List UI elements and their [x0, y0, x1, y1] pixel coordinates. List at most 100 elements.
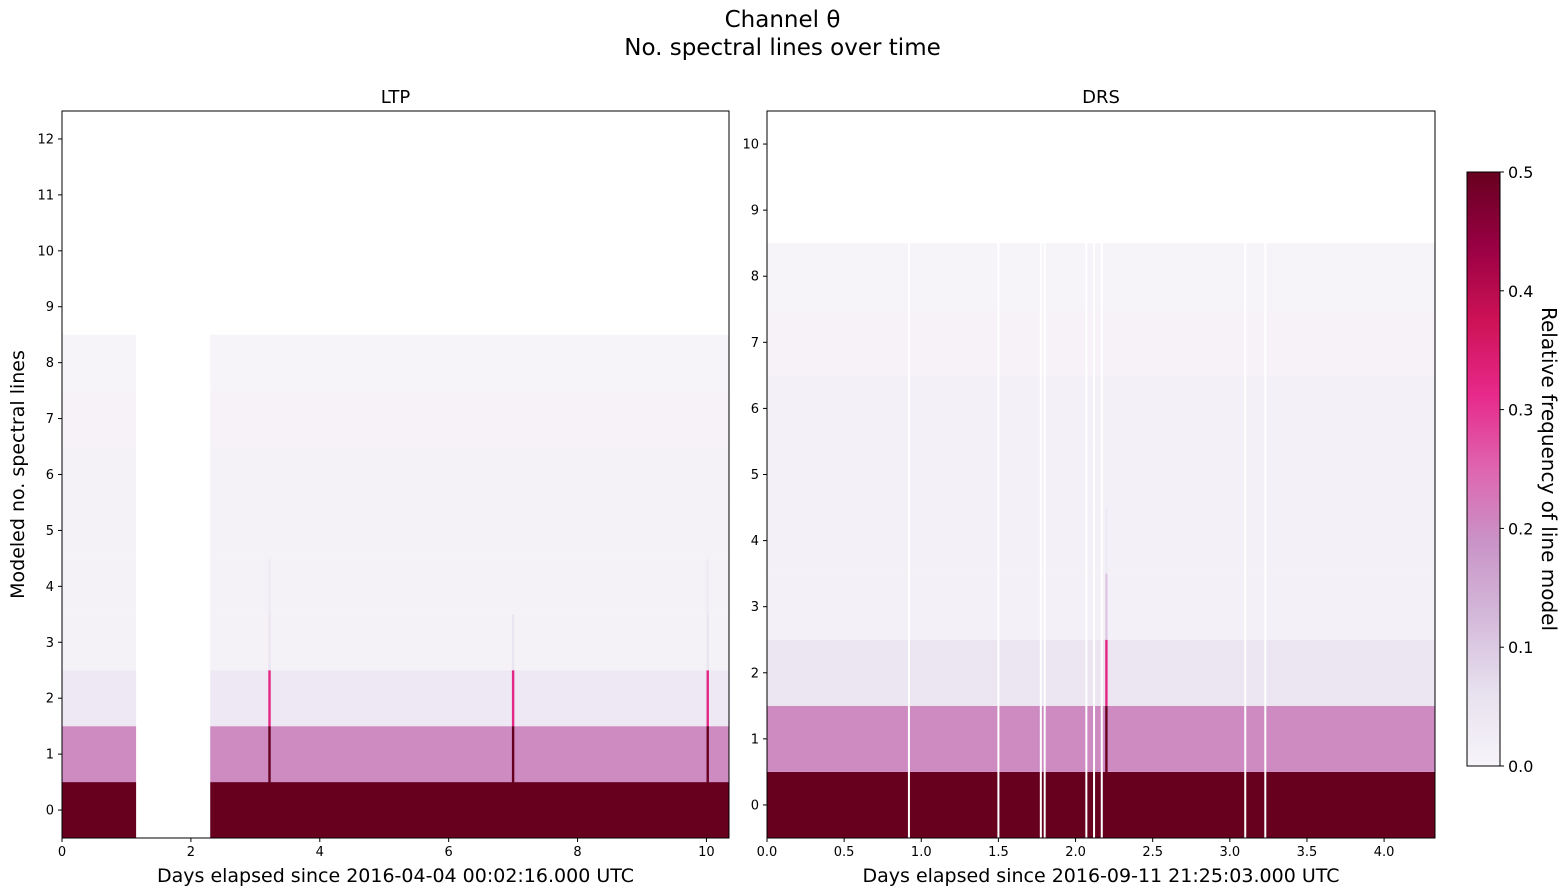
drs-gap-0: [907, 111, 910, 838]
drs-y-tick-label: 9: [751, 204, 759, 219]
ltp-heatmap-cell-row-7-seg-1: [210, 390, 729, 447]
colorbar-tick-label: 0.0: [1508, 757, 1533, 776]
colorbar-label: Relative frequency of line model: [1537, 307, 1561, 631]
ltp-spike-1-row-0: [511, 782, 515, 838]
drs-y-tick-label: 2: [751, 666, 759, 681]
ltp-heatmap-cell-row-3-seg-0: [62, 614, 137, 671]
drs-gap-7: [1244, 111, 1247, 838]
drs-gap-8: [1264, 111, 1267, 838]
colorbar-tick-label: 0.4: [1508, 282, 1533, 301]
colorbar-tick-label: 0.3: [1508, 401, 1533, 420]
drs-x-tick-label: 1.0: [911, 845, 932, 860]
ltp-x-tick-label: 8: [573, 845, 581, 860]
ltp-x-tick-label: 4: [316, 845, 324, 860]
ltp-y-tick-label: 7: [46, 412, 54, 427]
ltp-spike-0-row-4: [268, 558, 271, 615]
drs-y-tick-label: 5: [751, 468, 759, 483]
ltp-heatmap-cell-row-4-seg-1: [210, 558, 729, 615]
ltp-spike-2-row-2: [706, 670, 709, 727]
ltp-spike-2-row-1: [706, 726, 709, 783]
ltp-spike-0-row-2: [268, 670, 271, 727]
ltp-heatmap-cell-row-2-seg-1: [210, 670, 729, 727]
figure-title-line-2: No. spectral lines over time: [624, 35, 941, 61]
drs-panel-title: DRS: [1082, 87, 1120, 108]
drs-y-tick-label: 4: [751, 534, 759, 549]
ltp-spike-2-row-3: [706, 614, 709, 671]
ltp-heatmap-cell-row-6-seg-1: [210, 446, 729, 503]
drs-spike-0-row-3: [1105, 573, 1108, 640]
ltp-y-tick-label: 1: [46, 748, 54, 763]
drs-gap-4: [1085, 111, 1088, 838]
ltp-y-tick-label: 12: [37, 132, 54, 147]
ltp-y-tick-label: 11: [37, 188, 54, 203]
ltp-x-tick-label: 6: [445, 845, 453, 860]
drs-spike-0-row-2: [1105, 639, 1108, 706]
figure-title-line-1: Channel θ: [724, 7, 841, 33]
ltp-heatmap-cell-row-3-seg-1: [210, 614, 729, 671]
ltp-x-tick-label: 2: [187, 845, 195, 860]
ltp-spike-1-row-3: [511, 614, 515, 671]
ltp-x-axis-label: Days elapsed since 2016-04-04 00:02:16.0…: [157, 865, 634, 887]
drs-x-tick-label: 3.0: [1219, 845, 1240, 860]
ltp-heatmap-cell-row-0-seg-1: [210, 782, 729, 838]
colorbar-tick-label: 0.2: [1508, 519, 1533, 538]
ltp-y-tick-label: 9: [46, 300, 54, 315]
drs-spike-0-row-1: [1105, 705, 1108, 772]
ltp-y-tick-label: 8: [46, 356, 54, 371]
ltp-y-tick-label: 5: [46, 524, 54, 539]
drs-x-tick-label: 3.5: [1297, 845, 1318, 860]
drs-gap-6: [1100, 111, 1103, 838]
ltp-heatmap-cell-row-8-seg-1: [210, 334, 729, 391]
ltp-spike-0-row-3: [268, 614, 271, 671]
drs-x-axis-label: Days elapsed since 2016-09-11 21:25:03.0…: [862, 865, 1339, 887]
ltp-heatmap-cell-row-5-seg-0: [62, 502, 137, 559]
drs-x-tick-label: 0.0: [757, 845, 778, 860]
drs-y-tick-label: 6: [751, 402, 759, 417]
drs-x-tick-label: 2.0: [1065, 845, 1086, 860]
colorbar-tick-label: 0.1: [1508, 638, 1533, 657]
ltp-heatmap-cell-row-6-seg-0: [62, 446, 137, 503]
drs-x-tick-label: 1.5: [988, 845, 1009, 860]
ltp-spike-1-row-1: [511, 726, 515, 783]
drs-y-tick-label: 7: [751, 336, 759, 351]
drs-x-tick-label: 4.0: [1374, 845, 1395, 860]
ltp-spike-1-row-2: [511, 670, 515, 727]
ltp-spike-0-row-1: [268, 726, 271, 783]
drs-spike-0-row-0: [1105, 771, 1108, 838]
ltp-x-tick-label: 10: [698, 845, 715, 860]
drs-y-tick-label: 10: [742, 138, 759, 153]
drs-y-tick-label: 0: [751, 798, 759, 813]
ltp-spike-0-row-0: [268, 782, 271, 838]
drs-gap-2: [1039, 111, 1042, 838]
ltp-y-tick-label: 2: [46, 692, 54, 707]
ltp-heatmap-cell-row-5-seg-1: [210, 502, 729, 559]
drs-y-tick-label: 3: [751, 600, 759, 615]
drs-gap-5: [1093, 111, 1096, 838]
ltp-y-axis-label: Modeled no. spectral lines: [7, 350, 29, 599]
drs-spike-0-row-4: [1105, 507, 1108, 574]
ltp-heatmap-cell-row-1-seg-0: [62, 726, 137, 783]
ltp-y-tick-label: 10: [37, 244, 54, 259]
ltp-heatmap-cell-row-1-seg-1: [210, 726, 729, 783]
ltp-panel-title: LTP: [381, 87, 411, 108]
drs-x-tick-label: 0.5: [834, 845, 855, 860]
ltp-y-tick-label: 6: [46, 468, 54, 483]
ltp-heatmap-cell-row-2-seg-0: [62, 670, 137, 727]
colorbar-gradient: [1466, 171, 1501, 767]
ltp-heatmap-cell-row-8-seg-0: [62, 334, 137, 391]
drs-y-tick-label: 1: [751, 732, 759, 747]
ltp-heatmap-cell-row-4-seg-0: [62, 558, 137, 615]
ltp-y-tick-label: 4: [46, 580, 54, 595]
ltp-spike-2-row-4: [706, 558, 709, 615]
ltp-y-tick-label: 0: [46, 804, 54, 819]
ltp-heatmap-cell-row-7-seg-0: [62, 390, 137, 447]
colorbar-tick-label: 0.5: [1508, 163, 1533, 182]
drs-x-tick-label: 2.5: [1142, 845, 1163, 860]
ltp-x-tick-label: 0: [58, 845, 66, 860]
ltp-heatmap-cell-row-0-seg-0: [62, 782, 137, 838]
ltp-y-tick-label: 3: [46, 636, 54, 651]
ltp-spike-2-row-0: [706, 782, 709, 838]
drs-gap-3: [1043, 111, 1046, 838]
drs-y-tick-label: 8: [751, 270, 759, 285]
